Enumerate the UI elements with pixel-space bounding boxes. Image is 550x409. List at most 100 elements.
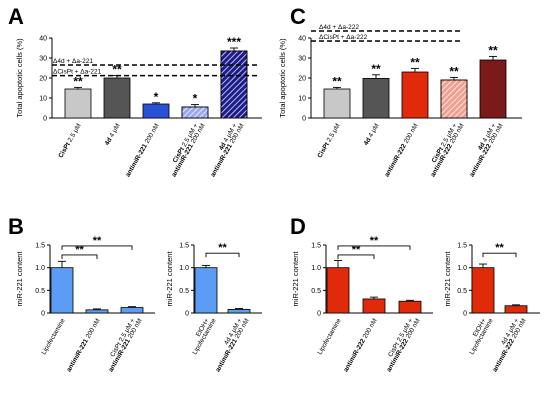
bar [64, 88, 92, 119]
category-label-bold: 4d [218, 142, 228, 152]
panel-letter: D [290, 214, 306, 239]
bar [142, 103, 170, 119]
category-label-bold: 4d [104, 137, 114, 147]
category-label: Lipofectamine [40, 317, 66, 356]
category-label-text: 200 nM [402, 123, 420, 147]
significance-bracket [337, 254, 375, 259]
category-label-bold: 4d [477, 142, 487, 152]
bar-hatch [181, 106, 209, 119]
category-label-text: 200 nM [84, 318, 102, 342]
y-axis-label: Total apoptotic cells (%) [278, 38, 287, 118]
category-label: 4d 4 μM [104, 123, 122, 147]
y-tick-label: 10 [298, 96, 306, 103]
y-tick-label: 0 [43, 116, 47, 123]
panel-C: C 0 10 20 30 40 Total apoptotic cells (%) ** Cis… [278, 4, 522, 178]
y-tick-label: 30 [39, 56, 47, 63]
significance-label: ** [73, 74, 83, 88]
category-label-bold: antimiR-222 [342, 338, 367, 374]
category-label-bold: 4d [363, 137, 373, 147]
significance-label: ** [495, 242, 504, 254]
category-label-text: 4 μM [366, 123, 380, 141]
significance-label: * [154, 90, 159, 104]
panel-letter: C [290, 4, 306, 29]
significance-label: ** [218, 242, 227, 254]
y-tick-label: 0.5 [457, 288, 467, 295]
bar [504, 305, 528, 314]
reference-line-label: ΔCisPt + Δa-222 [319, 34, 368, 41]
significance-label: ** [75, 244, 84, 256]
y-tick-label: 30 [298, 56, 306, 63]
y-tick-label: 40 [39, 36, 47, 43]
y-tick-label: 10 [39, 96, 47, 103]
category-label-bold: antimiR-221 [65, 338, 90, 374]
category-label-text: 4 μM [107, 123, 121, 141]
category-label: antimiR-222 200 nM [383, 123, 419, 179]
y-axis-label: miR-221 content [15, 251, 24, 307]
bar [50, 267, 74, 314]
y-tick-label: 0 [463, 311, 467, 318]
y-axis-label: miR-221 content [291, 251, 300, 307]
category-label: antimiR-221 200 nM [65, 318, 101, 374]
significance-bracket [205, 252, 240, 258]
bar [471, 267, 495, 314]
significance-label: ** [371, 62, 381, 76]
bar [398, 300, 422, 314]
significance-label: ** [488, 43, 498, 57]
significance-bracket [482, 252, 517, 258]
bar [85, 309, 109, 314]
significance-label: ** [370, 235, 379, 247]
y-tick-label: 20 [39, 76, 47, 83]
category-label: antimiR-221 200 nM [124, 123, 160, 179]
reference-line-label: Δ4d + Δa-222 [319, 24, 359, 31]
category-label: antimiR-222 200 nM [342, 318, 378, 374]
y-tick-label: 1.5 [35, 243, 45, 250]
bar [194, 267, 218, 314]
category-label-bold: antimiR-222 [383, 143, 408, 179]
y-tick-label: 1.5 [457, 243, 467, 250]
y-tick-label: 0 [302, 116, 306, 123]
y-tick-label: 1.0 [179, 265, 189, 272]
category-label-text: Lipofectamine [316, 317, 342, 356]
y-tick-label: 0.5 [35, 288, 45, 295]
panel-letter: B [8, 214, 24, 239]
category-label-text: 2.5 μM [66, 123, 83, 145]
bar [120, 307, 144, 314]
category-label: 4d 4 μM [363, 123, 381, 147]
bar [362, 78, 390, 119]
significance-label: * [193, 92, 198, 106]
panel-B: B 0 0.5 1.0 1.5 miR-221 content Lipofectaminea… [8, 214, 155, 373]
significance-label: *** [227, 35, 241, 49]
bar [323, 88, 351, 119]
bar [401, 71, 429, 119]
y-tick-label: 0.5 [311, 288, 321, 295]
category-label-text: Lipofectamine [40, 317, 66, 356]
bar-hatch [220, 50, 248, 119]
bar [227, 308, 251, 314]
significance-bracket [61, 254, 98, 259]
category-label: CisPt 2.5 μM [57, 123, 82, 160]
y-tick-label: 1.0 [311, 265, 321, 272]
y-tick-label: 0 [317, 311, 321, 318]
reference-line-label: ΔCisPt + Δa-221 [53, 69, 102, 76]
category-label: Lipofectamine [316, 317, 342, 356]
significance-label: ** [449, 64, 459, 78]
category-label-text: 200 nM [143, 123, 161, 147]
significance-label: ** [410, 55, 420, 69]
significance-bracket [61, 245, 133, 250]
y-axis-label: miR-221 content [165, 251, 174, 307]
y-tick-label: 0.5 [179, 288, 189, 295]
category-label-bold: antimiR-221 [124, 143, 149, 179]
significance-label: ** [332, 74, 342, 88]
category-label: CisPt 2.5 μM [316, 123, 341, 160]
y-tick-label: 1.0 [457, 265, 467, 272]
category-label-text: 2.5 μM [325, 123, 342, 145]
y-tick-label: 1.5 [311, 243, 321, 250]
bar [479, 59, 507, 119]
panel-letter: A [8, 4, 24, 29]
category-label-text: 200 nM [361, 318, 379, 342]
y-axis-label: Total apoptotic cells (%) [15, 38, 24, 118]
